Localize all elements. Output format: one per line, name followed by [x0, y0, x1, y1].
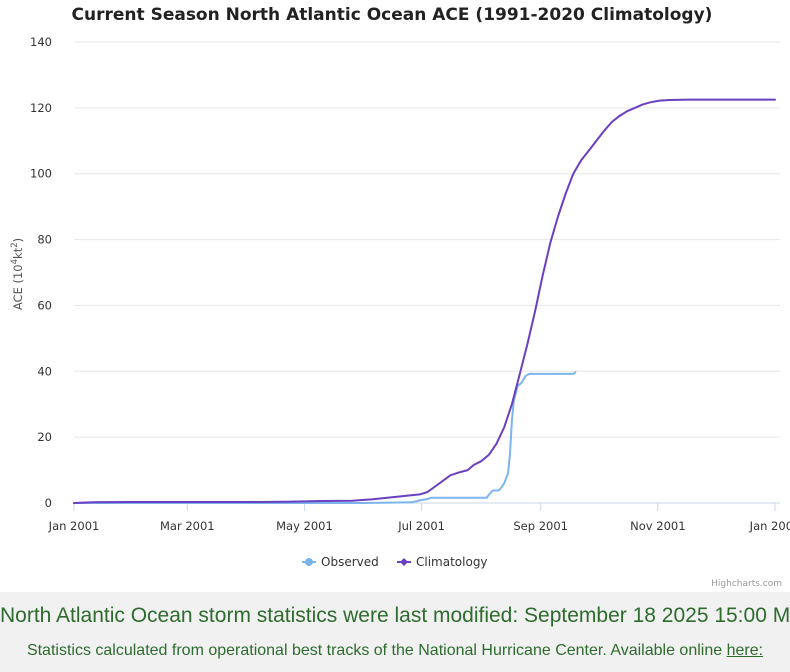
legend-circle-marker [305, 558, 313, 566]
series-line-climatology[interactable] [73, 98, 776, 504]
series-lines [73, 98, 776, 504]
y-axis-title-sup1: 4 [10, 259, 20, 264]
legend: Observed Climatology [302, 555, 488, 569]
y-axis-title: ACE (104kt2) [10, 238, 25, 310]
footer: North Atlantic Ocean storm statistics we… [0, 592, 790, 672]
y-tick-label: 0 [45, 496, 52, 510]
x-tick-label: Jan 2002 [749, 519, 790, 533]
chart-title: Current Season North Atlantic Ocean ACE … [72, 5, 713, 25]
y-axis-title-sup2: 2 [10, 242, 20, 247]
footer-subtext-label: Statistics calculated from operational b… [26, 642, 723, 659]
y-tick-label: 60 [37, 298, 52, 312]
x-tick-label: Jan 2001 [48, 519, 100, 533]
series-line-observed[interactable] [73, 371, 577, 504]
y-tick-label: 140 [30, 35, 52, 49]
chart-area: Current Season North Atlantic Ocean ACE … [10, 5, 790, 589]
y-tick-label: 40 [37, 364, 52, 378]
credits-link[interactable]: Highcharts.com [711, 579, 782, 589]
y-tick-label: 120 [30, 101, 52, 115]
legend-label: Observed [321, 555, 379, 569]
x-tick-label: Nov 2001 [630, 519, 685, 533]
y-tick-label: 100 [30, 167, 52, 181]
x-tick-label: May 2001 [276, 519, 333, 533]
legend-item-observed[interactable]: Observed [302, 555, 379, 569]
x-tick-label: Mar 2001 [160, 519, 215, 533]
x-tick-label: Jul 2001 [397, 519, 445, 533]
x-tick-label: Sep 2001 [513, 519, 568, 533]
y-tick-label: 80 [37, 233, 52, 247]
y-tick-label: 20 [37, 430, 52, 444]
grid-lines [74, 41, 780, 438]
here-link[interactable]: here: [726, 642, 764, 659]
legend-item-climatology[interactable]: Climatology [397, 555, 488, 569]
footer-subtext: Statistics calculated from operational b… [0, 642, 790, 660]
legend-label: Climatology [416, 555, 488, 569]
ace-line-chart: Current Season North Atlantic Ocean ACE … [10, 5, 790, 589]
y-axis-title-suffix: ) [11, 238, 25, 243]
axes: 0 20 40 60 80 100 120 140 Jan 2001 Mar 2001 May 20… [30, 35, 790, 533]
legend-diamond-marker [400, 558, 408, 566]
last-modified-headline: North Atlantic Ocean storm statistics we… [0, 604, 790, 627]
y-axis-title-prefix: ACE (10 [11, 264, 25, 310]
y-axis-title-mid: kt [11, 247, 25, 259]
